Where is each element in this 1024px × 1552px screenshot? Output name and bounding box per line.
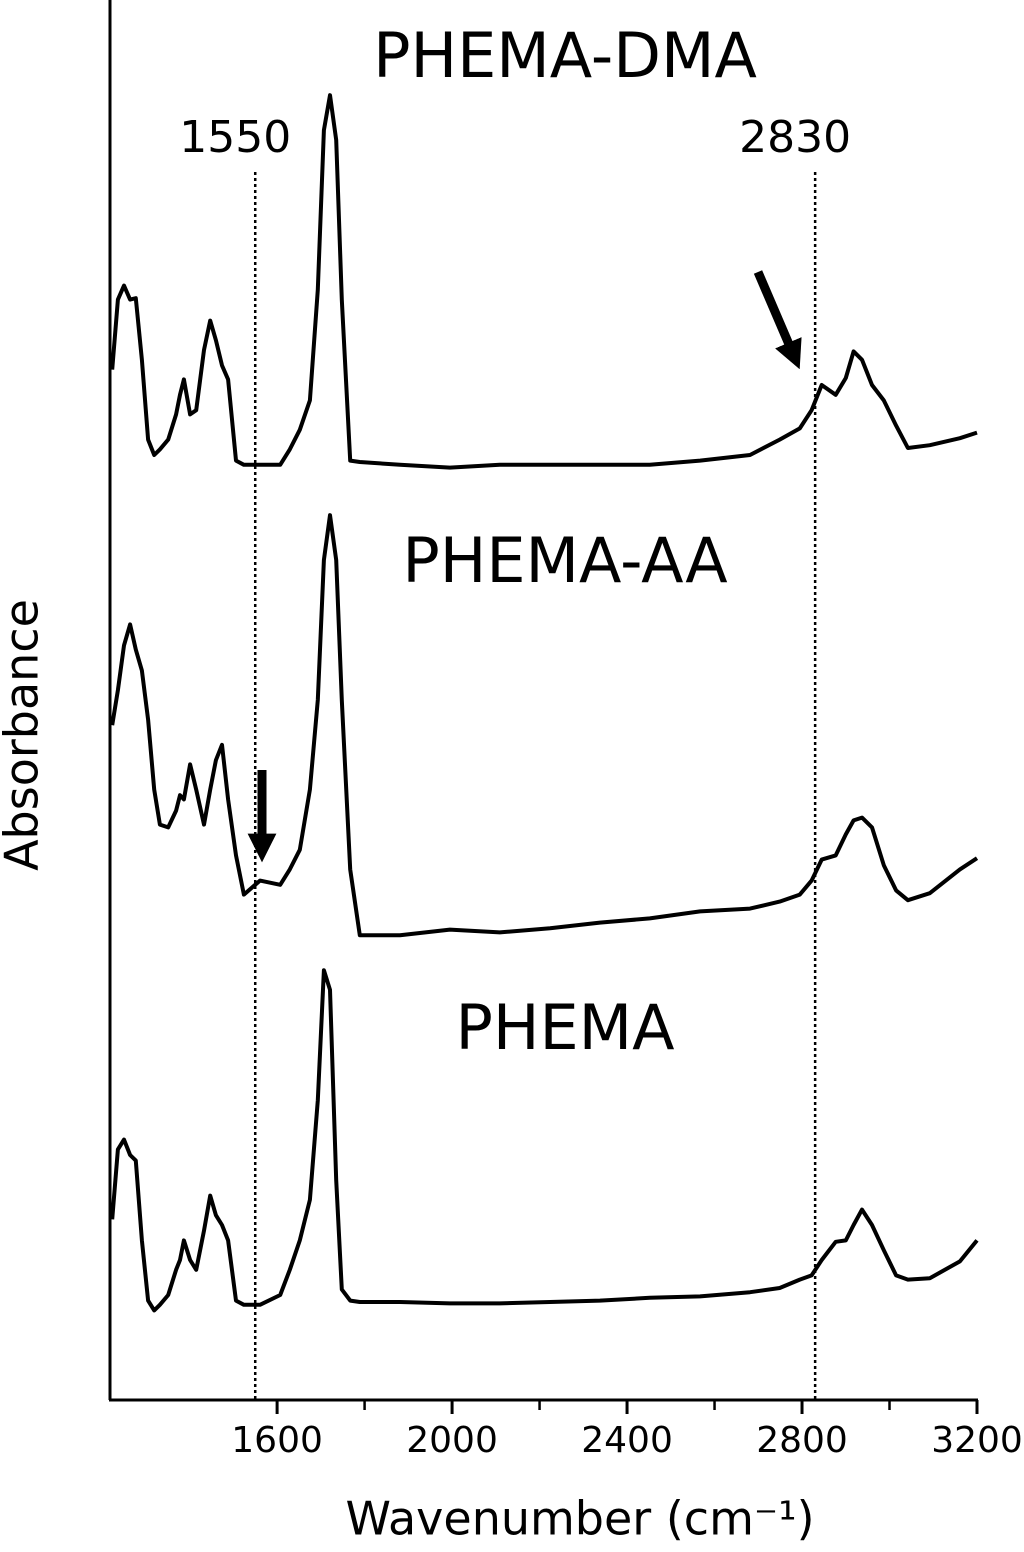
- series-label: PHEMA-AA: [402, 524, 727, 597]
- x-tick-label: 2800: [756, 1420, 848, 1461]
- x-tick-label: 2000: [406, 1420, 498, 1461]
- spectrum-line: [110, 968, 979, 1313]
- arrow: [753, 270, 802, 370]
- reference-label: 1550: [179, 112, 291, 163]
- reference-label: 2830: [739, 112, 851, 163]
- x-axis-label: Wavenumber (cm⁻¹): [345, 1492, 814, 1546]
- spectrum-line: [110, 93, 978, 470]
- series-label: PHEMA-DMA: [373, 19, 757, 92]
- x-tick-label: 3200: [931, 1420, 1023, 1461]
- spectrum-line: [110, 513, 979, 938]
- series-label: PHEMA: [455, 991, 674, 1064]
- y-axis-label: Absorbance: [0, 599, 49, 871]
- x-tick-label: 2400: [581, 1420, 673, 1461]
- x-tick-label: 1600: [231, 1420, 323, 1461]
